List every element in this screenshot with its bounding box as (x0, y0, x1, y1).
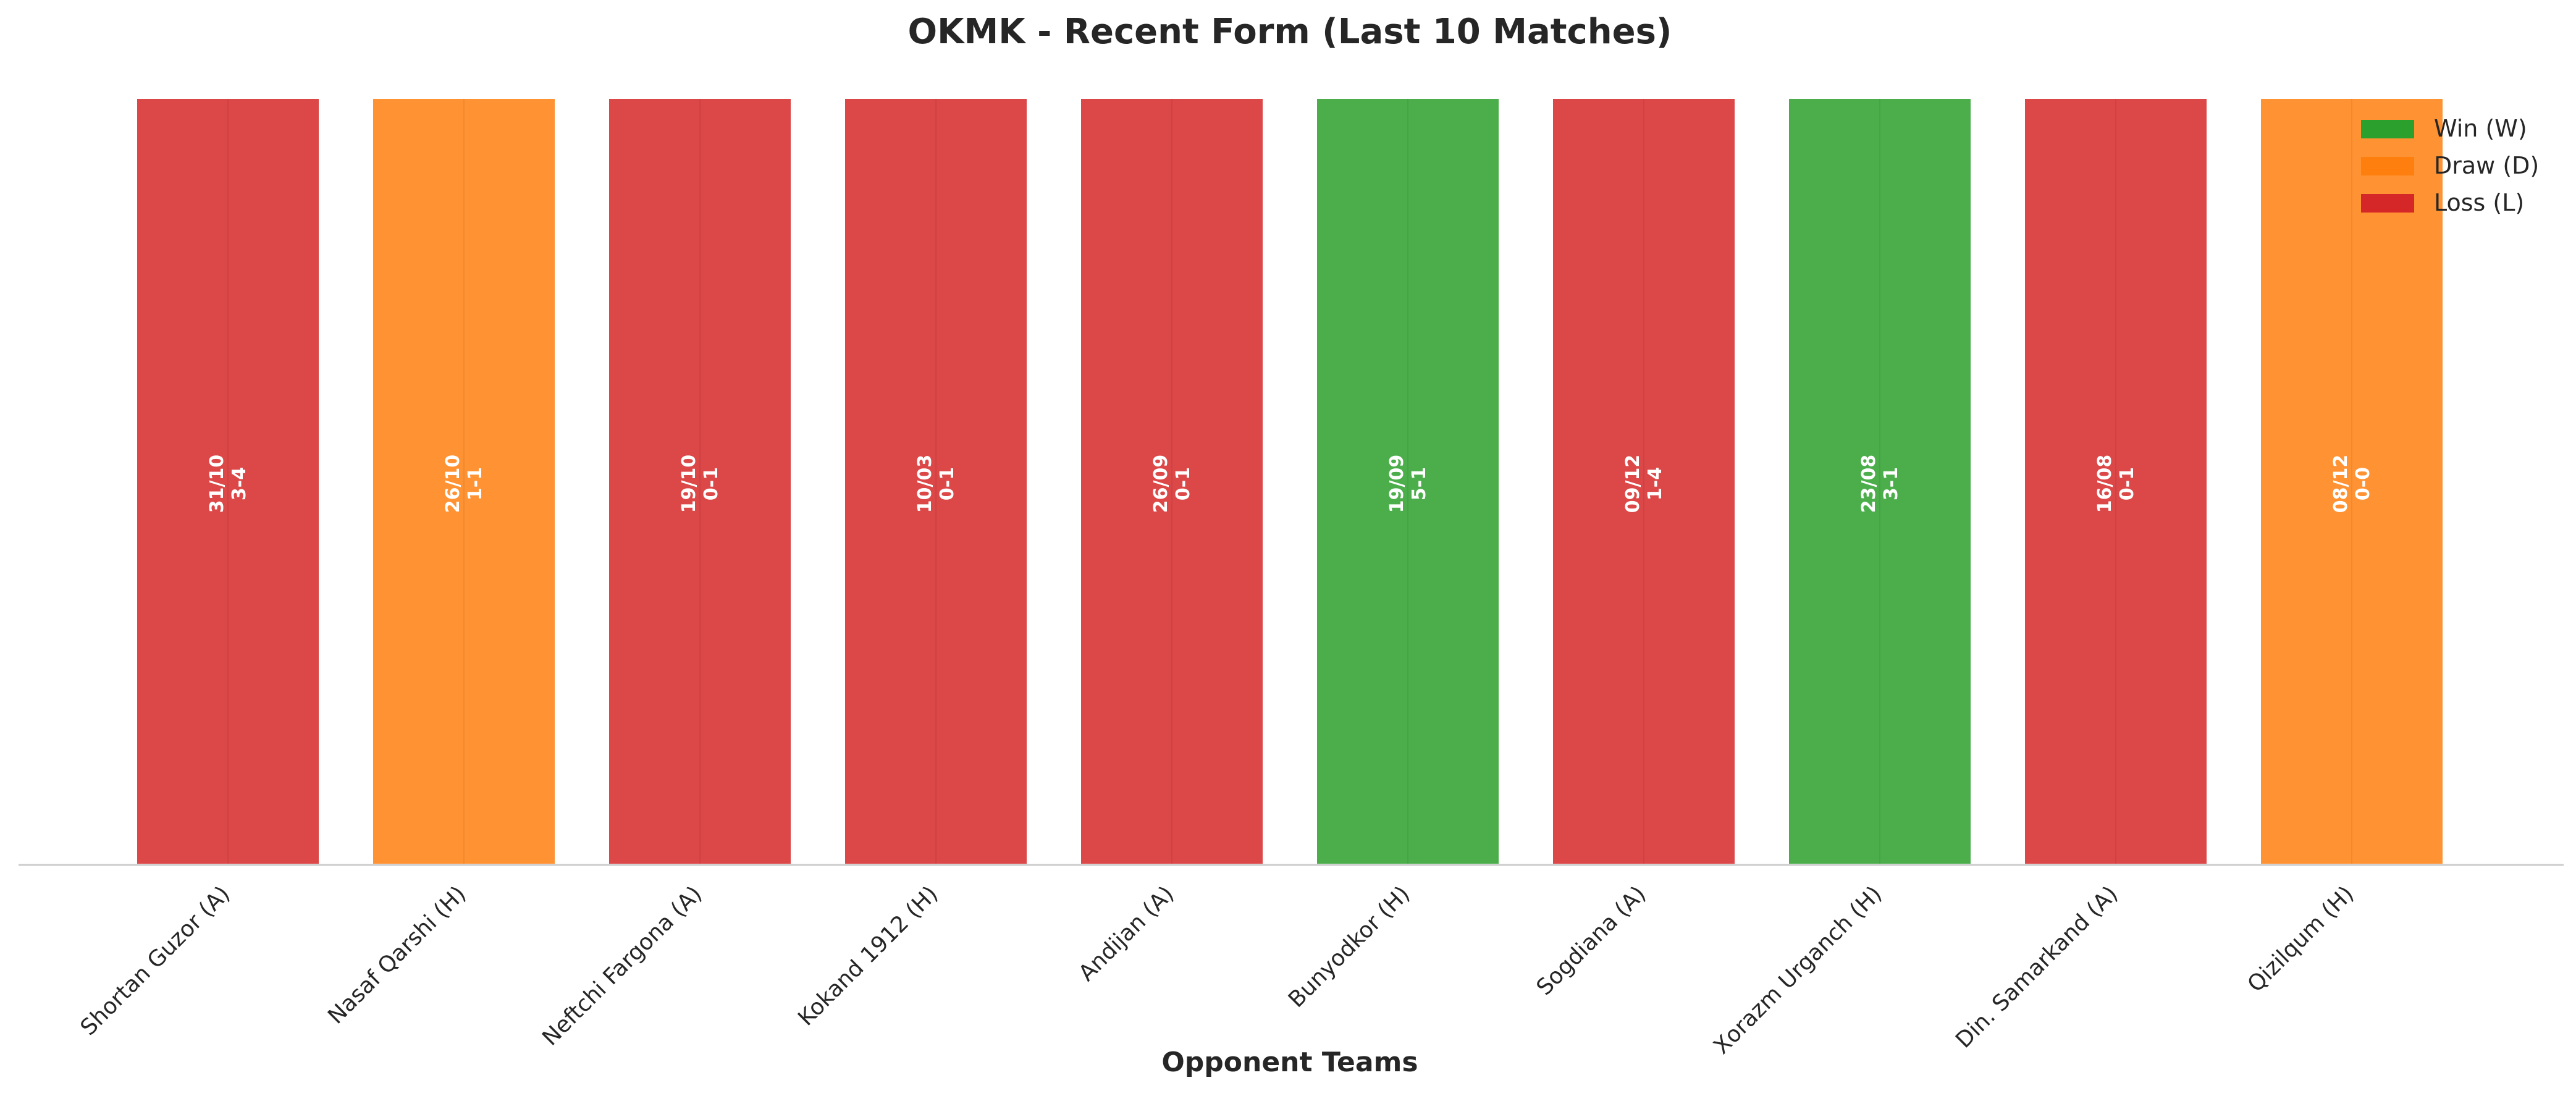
match-score-label: 0-1 (1172, 467, 1194, 500)
bar-5 (1079, 96, 1265, 866)
bar-data-label: 26/101-1 (442, 455, 486, 513)
bar-data-label: 31/103-4 (206, 455, 250, 513)
x-tick-label: Andijan (A) (1074, 881, 1179, 986)
x-tick-label: Qizilqum (H) (2243, 881, 2359, 997)
match-score-label: 3-1 (1880, 467, 1902, 500)
chart-title: OKMK - Recent Form (Last 10 Matches) (907, 12, 1672, 52)
legend: Win (W) Draw (D) Loss (L) (2361, 115, 2539, 216)
match-date-label: 10/03 (914, 455, 936, 513)
x-tick-label: Shortan Guzor (A) (76, 881, 235, 1040)
x-tick-label: Kokand 1912 (H) (793, 881, 943, 1031)
legend-label-l: Loss (L) (2434, 189, 2524, 216)
legend-label-d: Draw (D) (2434, 152, 2539, 179)
match-score-label: 1-4 (1644, 467, 1666, 500)
x-axis-label: Opponent Teams (1161, 1047, 1418, 1078)
bar-data-label: 16/080-1 (2094, 455, 2138, 513)
bars-layer: 31/103-4 26/101-1 19/100-1 10/030-1 26/090-1… (135, 96, 2445, 866)
bar-7 (1551, 96, 1737, 866)
match-date-label: 19/10 (678, 455, 700, 513)
x-tick-label: Bunyodkor (H) (1284, 881, 1415, 1012)
match-date-label: 19/09 (1386, 455, 1408, 513)
x-tick-label: Xorazm Urganch (H) (1709, 881, 1887, 1059)
match-score-label: 3-4 (229, 467, 250, 500)
bar-2 (371, 96, 557, 866)
bar-data-label: 23/083-1 (1858, 455, 1902, 513)
bar-data-label: 08/120-0 (2330, 455, 2374, 513)
match-score-label: 0-1 (937, 467, 958, 500)
x-tick-label: Nasaf Qarshi (H) (323, 881, 471, 1029)
match-score-label: 5-1 (1408, 467, 1430, 500)
bar-10 (2258, 96, 2445, 866)
match-date-label: 09/12 (1622, 455, 1644, 513)
bar-1 (135, 96, 321, 866)
match-date-label: 23/08 (1858, 455, 1880, 513)
bar-data-label: 10/030-1 (914, 455, 958, 513)
bar-data-label: 19/100-1 (678, 455, 722, 513)
x-tick-label: Din. Samarkand (A) (1951, 881, 2123, 1053)
legend-label-w: Win (W) (2434, 115, 2527, 142)
x-tick-label: Sogdiana (A) (1532, 881, 1651, 1000)
match-score-label: 1-1 (465, 467, 486, 500)
legend-swatch-d (2361, 157, 2414, 175)
match-date-label: 26/10 (442, 455, 464, 513)
match-date-label: 08/12 (2330, 455, 2352, 513)
legend-swatch-l (2361, 194, 2414, 213)
bar-data-label: 19/095-1 (1386, 455, 1430, 513)
bar-4 (843, 96, 1029, 866)
x-tick-labels: Shortan Guzor (A) Nasaf Qarshi (H) Neftchi… (76, 881, 2359, 1059)
bar-3 (607, 96, 793, 866)
legend-swatch-w (2361, 120, 2414, 138)
match-date-label: 16/08 (2094, 455, 2116, 513)
bar-6 (1315, 96, 1501, 866)
match-score-label: 0-1 (2116, 467, 2138, 500)
match-date-label: 31/10 (206, 455, 228, 513)
bar-data-label: 09/121-4 (1622, 455, 1666, 513)
x-tick-label: Neftchi Fargona (A) (537, 881, 707, 1050)
match-score-label: 0-0 (2352, 467, 2374, 500)
match-score-label: 0-1 (701, 467, 722, 500)
bar-data-label: 26/090-1 (1150, 455, 1194, 513)
match-date-label: 26/09 (1150, 455, 1172, 513)
